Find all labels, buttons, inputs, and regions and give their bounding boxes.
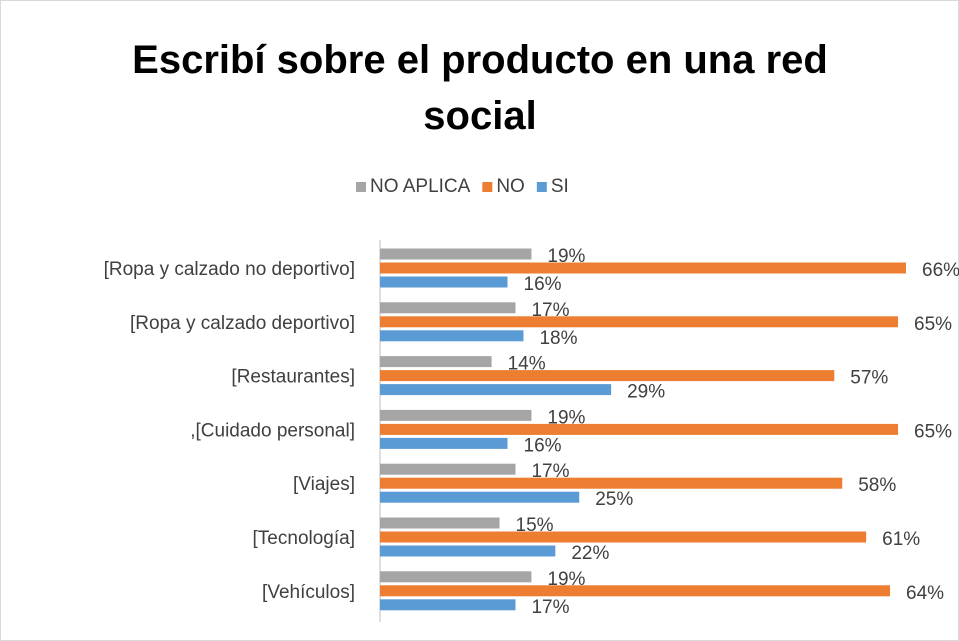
data-label: 18% xyxy=(539,328,577,349)
bar xyxy=(380,517,500,529)
bar xyxy=(380,599,516,611)
data-label: 17% xyxy=(531,300,569,321)
bar xyxy=(380,463,516,475)
bar xyxy=(380,384,612,396)
data-label: 17% xyxy=(531,461,569,482)
data-label: 17% xyxy=(531,597,569,618)
y-tick-label: [Vehículos] xyxy=(262,582,355,603)
data-label: 61% xyxy=(882,529,920,550)
bar xyxy=(380,545,556,557)
bar xyxy=(380,477,843,489)
bar xyxy=(380,248,532,260)
bar xyxy=(380,330,524,342)
bar xyxy=(380,370,835,382)
bar xyxy=(380,276,508,288)
bar xyxy=(380,571,532,583)
bar xyxy=(380,423,899,435)
bar xyxy=(380,356,492,368)
data-label: 58% xyxy=(858,475,896,496)
data-label: 66% xyxy=(922,260,959,281)
data-label: 64% xyxy=(906,583,944,604)
data-label: 16% xyxy=(524,435,562,456)
data-label: 19% xyxy=(547,407,585,428)
data-label: 22% xyxy=(571,543,609,564)
bar xyxy=(380,437,508,449)
y-tick-label: ,[Cuidado personal] xyxy=(190,420,355,441)
y-tick-label: [Tecnología] xyxy=(253,528,355,549)
data-label: 57% xyxy=(850,368,888,389)
bar xyxy=(380,262,906,274)
data-label: 25% xyxy=(595,489,633,510)
data-label: 15% xyxy=(516,515,554,536)
y-tick-label: [Viajes] xyxy=(293,474,355,495)
data-label: 29% xyxy=(627,382,665,403)
legend-label: NO xyxy=(496,176,525,197)
bar xyxy=(380,302,516,314)
data-label: 16% xyxy=(524,274,562,295)
y-tick-label: [Restaurantes] xyxy=(231,367,355,388)
y-tick-label: [Ropa y calzado no deportivo] xyxy=(104,259,355,280)
legend-swatch xyxy=(482,182,493,192)
bar xyxy=(380,585,891,597)
legend-swatch xyxy=(356,182,366,192)
bar xyxy=(380,409,532,421)
data-label: 14% xyxy=(508,354,546,375)
bar xyxy=(380,531,867,543)
data-label: 65% xyxy=(914,314,952,335)
data-label: 19% xyxy=(547,246,585,267)
data-label: 65% xyxy=(914,421,952,442)
bar xyxy=(380,316,899,328)
data-label: 19% xyxy=(547,569,585,590)
bar xyxy=(380,491,580,503)
legend-label: SI xyxy=(551,176,569,197)
legend-swatch xyxy=(536,182,547,192)
legend-label: NO APLICA xyxy=(370,176,471,197)
y-tick-label: [Ropa y calzado deportivo] xyxy=(130,313,355,334)
chart-title: Escribí sobre el producto en una red soc… xyxy=(132,38,828,138)
